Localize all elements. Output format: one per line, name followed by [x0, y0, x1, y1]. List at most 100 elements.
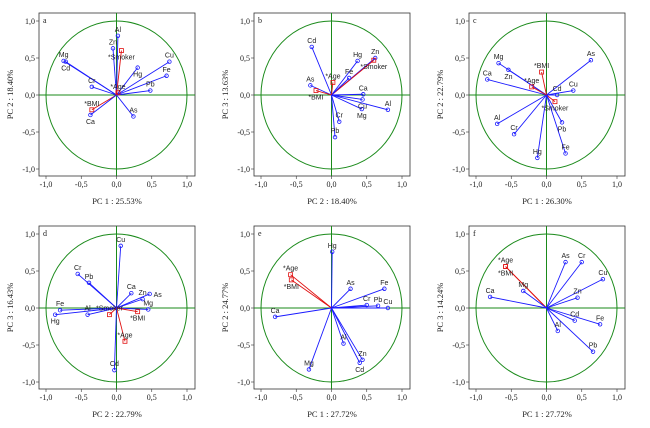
- x-tick-label: -0,5: [290, 180, 303, 189]
- variable-label: Cr: [336, 113, 344, 120]
- variable-label: Ca: [486, 288, 495, 295]
- variable-label: Fe: [56, 301, 64, 308]
- x-tick-label: 1,0: [612, 393, 622, 402]
- variable-label: Fe: [162, 67, 170, 74]
- loading-vector: [275, 307, 332, 318]
- x-tick-label: -0,5: [75, 180, 88, 189]
- variable-label: Ca: [127, 284, 136, 291]
- loading-vector: [546, 297, 578, 309]
- loading-vector: [331, 94, 363, 110]
- variable-label: As: [346, 280, 355, 287]
- variable-label: Cd: [61, 66, 70, 73]
- loading-vector: [116, 90, 151, 96]
- panel-e: -1,0 -1,0 -0,5 -0,5 0,0 0,0 0,5 0,5 1,0 1,0 PC 1 :…: [215, 213, 435, 423]
- variable-point: [579, 259, 584, 265]
- x-tick-label: 0,0: [112, 393, 122, 402]
- loading-vector: [290, 274, 332, 309]
- loading-vector: [90, 94, 117, 116]
- supplementary-point: [135, 309, 141, 315]
- variable-point: [361, 92, 366, 97]
- loading-vector: [116, 307, 149, 310]
- variable-point: [597, 322, 603, 327]
- variable-label: Al: [555, 322, 562, 329]
- y-tick-label: 1,0: [25, 230, 35, 239]
- variable-point: [115, 33, 121, 38]
- loading-vector: [331, 93, 364, 96]
- loading-vector: [546, 261, 566, 309]
- y-axis-title: PC 3 : 13.63%: [220, 70, 230, 120]
- supplementary-point: [529, 84, 535, 90]
- variable-label: Cu: [116, 237, 125, 244]
- variable-point: [110, 46, 116, 51]
- variable-point: [164, 73, 169, 78]
- variable-label: Cr: [578, 253, 586, 260]
- variable-label: *Smoker: [96, 306, 124, 313]
- x-axis-title: PC 1 : 27.72%: [307, 409, 357, 419]
- variable-label: Zn: [504, 74, 512, 81]
- loading-vector: [88, 282, 117, 309]
- variable-label: Mg: [59, 52, 69, 59]
- variable-label: Cd: [355, 367, 364, 374]
- y-axis-title: PC 3 : 16.43%: [5, 283, 15, 333]
- variable-point: [148, 88, 153, 93]
- y-tick-label: -0,5: [237, 128, 250, 137]
- x-tick-label: -1,0: [470, 393, 483, 402]
- variable-point: [306, 367, 312, 372]
- variable-point: [563, 259, 568, 265]
- variable-point: [535, 155, 540, 161]
- loading-vector: [331, 94, 340, 122]
- x-tick-label: 0,5: [577, 393, 587, 402]
- x-tick-label: 1,0: [612, 180, 622, 189]
- variable-label: Cr: [74, 265, 82, 272]
- variable-label: *BMI: [130, 316, 145, 323]
- variable-point: [131, 114, 136, 119]
- chart-c: -1,0 -1,0 -0,5 -0,5 0,0 0,0 0,5 0,5 1,0 1,0 PC 1 :…: [435, 12, 626, 206]
- loading-vector: [60, 307, 117, 311]
- loading-vector: [536, 94, 547, 158]
- variable-label: *BMI: [308, 95, 323, 102]
- loading-vector: [315, 90, 332, 96]
- variable-point: [309, 44, 314, 50]
- y-tick-label: -1,0: [237, 378, 250, 387]
- variable-point: [75, 271, 80, 277]
- panel-c: -1,0 -1,0 -0,5 -0,5 0,0 0,0 0,5 0,5 1,0 1,0 PC 1 :…: [430, 0, 650, 210]
- variable-label: Pb: [146, 82, 155, 89]
- variable-point: [360, 357, 365, 362]
- variable-point: [135, 65, 140, 70]
- y-tick-label: -0,5: [452, 128, 465, 137]
- variable-label: Al: [385, 101, 392, 108]
- x-tick-label: -0,5: [505, 393, 518, 402]
- loading-vector: [116, 292, 132, 309]
- variable-label: As: [154, 292, 163, 299]
- x-tick-label: -0,5: [505, 180, 518, 189]
- variable-point: [88, 112, 93, 118]
- variable-point: [129, 290, 134, 296]
- supplementary-point: [539, 69, 544, 75]
- x-tick-label: 1,0: [397, 393, 407, 402]
- y-tick-label: -0,5: [22, 128, 35, 137]
- variable-point: [57, 308, 63, 313]
- variable-label: Ca: [271, 308, 280, 315]
- variable-label: *BMI: [84, 101, 99, 108]
- variable-point: [511, 132, 517, 137]
- variable-label: *Smoker: [108, 55, 136, 62]
- variable-point: [357, 360, 362, 365]
- variable-label: Hg: [328, 243, 337, 250]
- loading-vector: [91, 86, 117, 96]
- loading-vector: [546, 94, 556, 103]
- y-tick-label: 0,5: [25, 54, 35, 63]
- y-tick-label: 1,0: [240, 17, 250, 26]
- variable-point: [346, 75, 352, 81]
- loading-vector: [308, 307, 332, 370]
- loading-vector: [331, 251, 333, 309]
- variable-point: [575, 295, 580, 300]
- loading-vector: [505, 266, 547, 309]
- loading-vector: [331, 307, 361, 363]
- y-tick-label: 0,0: [240, 304, 250, 313]
- x-tick-label: -1,0: [255, 180, 268, 189]
- variable-point: [337, 119, 342, 124]
- variable-label: As: [587, 51, 596, 58]
- loading-vector: [546, 307, 594, 352]
- y-tick-label: 0,0: [455, 91, 465, 100]
- y-axis-title: PC 2 : 24.77%: [220, 283, 230, 333]
